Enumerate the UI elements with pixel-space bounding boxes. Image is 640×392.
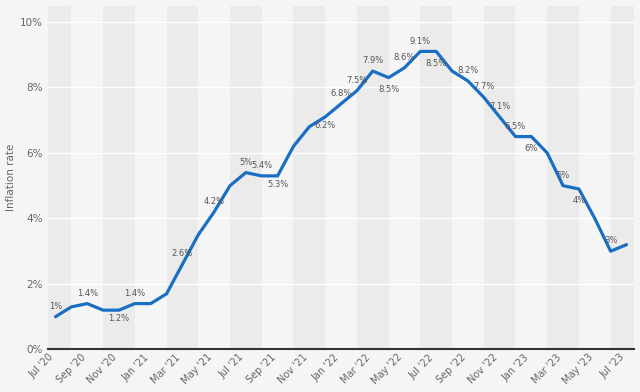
Bar [515, 5, 547, 349]
Text: 1.2%: 1.2% [108, 314, 129, 323]
Text: 4%: 4% [572, 196, 586, 205]
Bar [388, 5, 420, 349]
Y-axis label: Inflation rate: Inflation rate [6, 144, 15, 211]
Text: 5%: 5% [556, 171, 570, 180]
Text: 7.5%: 7.5% [346, 76, 367, 85]
Bar [198, 5, 230, 349]
Text: 6.5%: 6.5% [505, 122, 526, 131]
Bar [166, 5, 198, 349]
Bar [579, 5, 611, 349]
Text: 9.1%: 9.1% [410, 36, 431, 45]
Text: 7.9%: 7.9% [362, 56, 383, 65]
Text: 8.5%: 8.5% [426, 59, 447, 68]
Text: 5.4%: 5.4% [251, 161, 272, 170]
Text: 6.8%: 6.8% [330, 89, 352, 98]
Bar [262, 5, 293, 349]
Text: 7.7%: 7.7% [473, 82, 495, 91]
Text: 3%: 3% [604, 236, 618, 245]
Bar [452, 5, 484, 349]
Bar [547, 5, 579, 349]
Bar [420, 5, 452, 349]
Text: 4.2%: 4.2% [204, 197, 225, 206]
Text: 8.2%: 8.2% [457, 66, 479, 75]
Bar [611, 5, 640, 349]
Text: 8.6%: 8.6% [394, 53, 415, 62]
Bar [135, 5, 166, 349]
Bar [293, 5, 325, 349]
Bar [357, 5, 388, 349]
Text: 6%: 6% [525, 144, 538, 153]
Text: 1.4%: 1.4% [77, 289, 98, 298]
Text: 8.5%: 8.5% [378, 85, 399, 94]
Text: 7.1%: 7.1% [489, 102, 510, 111]
Bar [72, 5, 103, 349]
Text: 6.2%: 6.2% [314, 121, 336, 130]
Bar [230, 5, 262, 349]
Text: 5.3%: 5.3% [267, 180, 288, 189]
Bar [484, 5, 515, 349]
Text: 1.4%: 1.4% [124, 289, 145, 298]
Bar [103, 5, 135, 349]
Text: 2.6%: 2.6% [172, 249, 193, 258]
Bar [325, 5, 357, 349]
Text: 5%: 5% [239, 158, 252, 167]
Bar [40, 5, 72, 349]
Text: 1%: 1% [49, 302, 62, 311]
